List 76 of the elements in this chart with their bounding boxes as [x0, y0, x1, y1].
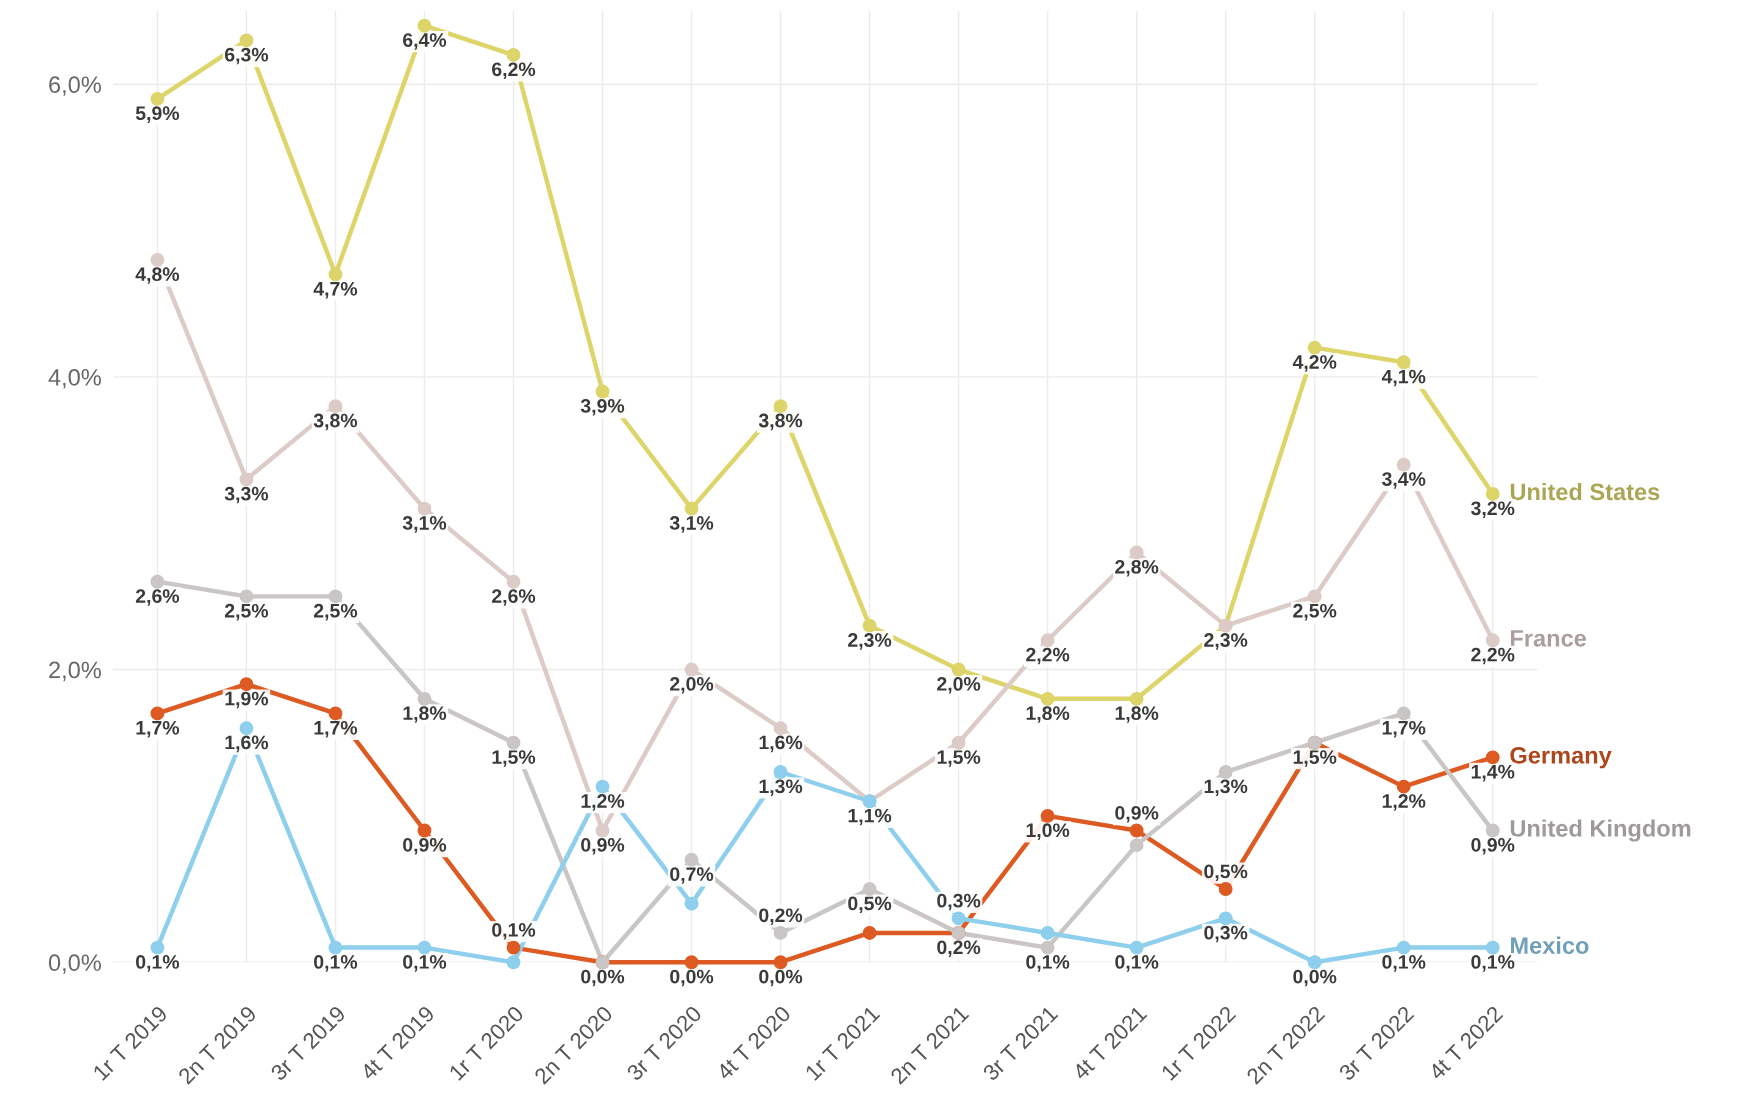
- data-label: 3,8%: [758, 413, 803, 431]
- data-label: 3,8%: [313, 413, 358, 431]
- data-label: 3,1%: [669, 516, 714, 533]
- data-label: 0,9%: [581, 837, 625, 855]
- data-label: 1,8%: [1115, 706, 1159, 723]
- data-label: 0,1%: [1026, 955, 1070, 972]
- data-label: 0,9%: [1471, 837, 1515, 855]
- data-label: 2,3%: [848, 633, 892, 650]
- data-label: 1,5%: [492, 750, 536, 767]
- data-label: 3,9%: [580, 398, 625, 416]
- data-label: 2,2%: [1471, 647, 1515, 665]
- data-label: 2,6%: [135, 589, 180, 606]
- data-label: 0,9%: [403, 837, 447, 855]
- data-label: 4,1%: [1381, 369, 1426, 387]
- data-label: 0,3%: [937, 893, 981, 911]
- data-label: 0,1%: [1382, 955, 1426, 972]
- data-label: 0,0%: [670, 969, 714, 987]
- data-label: 1,9%: [225, 691, 269, 709]
- data-label: 6,3%: [224, 47, 269, 65]
- data-label: 0,1%: [1471, 955, 1515, 972]
- data-label: 1,7%: [314, 720, 358, 738]
- data-label: 5,9%: [135, 106, 180, 123]
- data-label: 1,3%: [759, 779, 803, 797]
- data-label: 1,7%: [1382, 720, 1426, 738]
- data-label: 4,7%: [313, 281, 358, 299]
- data-label: 0,5%: [848, 896, 892, 914]
- data-label: 1,0%: [1026, 823, 1070, 840]
- data-label: 2,0%: [670, 677, 714, 694]
- data-label: 3,4%: [1382, 472, 1426, 489]
- data-label: 3,1%: [402, 516, 447, 533]
- data-label: 1,5%: [1293, 750, 1337, 767]
- y-tick-label: 0,0%: [48, 954, 101, 974]
- data-label: 0,5%: [1204, 864, 1248, 882]
- data-label: 2,3%: [1204, 633, 1248, 650]
- data-label: 0,1%: [1115, 955, 1159, 972]
- data-label: 3,3%: [224, 486, 269, 504]
- data-label: 0,1%: [492, 923, 536, 940]
- y-tick-label: 2,0%: [49, 661, 101, 682]
- data-label: 2,5%: [313, 603, 358, 621]
- data-label: 0,9%: [1115, 805, 1159, 823]
- data-label: 0,0%: [759, 969, 803, 987]
- data-label: 1,2%: [1382, 794, 1426, 811]
- data-label: 0,1%: [403, 955, 447, 972]
- data-label: 1,7%: [136, 720, 180, 738]
- data-label: 2,2%: [1026, 647, 1070, 665]
- y-tick-label: 4,0%: [48, 368, 101, 389]
- data-label: 1,6%: [225, 735, 269, 753]
- data-label: 0,2%: [937, 940, 981, 957]
- data-label: 1,3%: [1204, 779, 1248, 797]
- series-label: Mexico: [1510, 936, 1589, 954]
- data-label: 0,0%: [1293, 969, 1337, 987]
- data-label: 2,5%: [1293, 603, 1337, 621]
- data-label: 2,0%: [937, 677, 981, 694]
- data-label: 4,8%: [135, 267, 180, 284]
- data-label: 0,1%: [136, 955, 180, 972]
- y-tick-label: 6,0%: [49, 76, 101, 96]
- data-label: 1,6%: [759, 735, 803, 753]
- data-label: 0,7%: [670, 867, 714, 884]
- data-label: 1,8%: [1026, 706, 1070, 723]
- data-label: 0,3%: [1204, 925, 1248, 943]
- data-label: 6,4%: [403, 33, 447, 50]
- data-label: 0,2%: [759, 908, 803, 925]
- series-label: United States: [1510, 482, 1660, 501]
- data-label: 2,8%: [1115, 559, 1159, 577]
- data-label: 3,2%: [1471, 501, 1515, 518]
- data-label: 2,5%: [224, 603, 269, 621]
- series-label: France: [1510, 630, 1587, 647]
- data-label: 0,1%: [314, 955, 358, 972]
- data-label: 2,6%: [492, 589, 536, 606]
- data-label: 6,2%: [492, 62, 536, 80]
- data-label: 1,1%: [848, 808, 892, 826]
- data-label: 4,2%: [1292, 355, 1337, 372]
- data-label: 1,8%: [403, 706, 447, 723]
- data-label: 0,0%: [581, 969, 625, 987]
- data-label: 1,2%: [581, 794, 625, 811]
- data-label: 1,5%: [937, 750, 981, 767]
